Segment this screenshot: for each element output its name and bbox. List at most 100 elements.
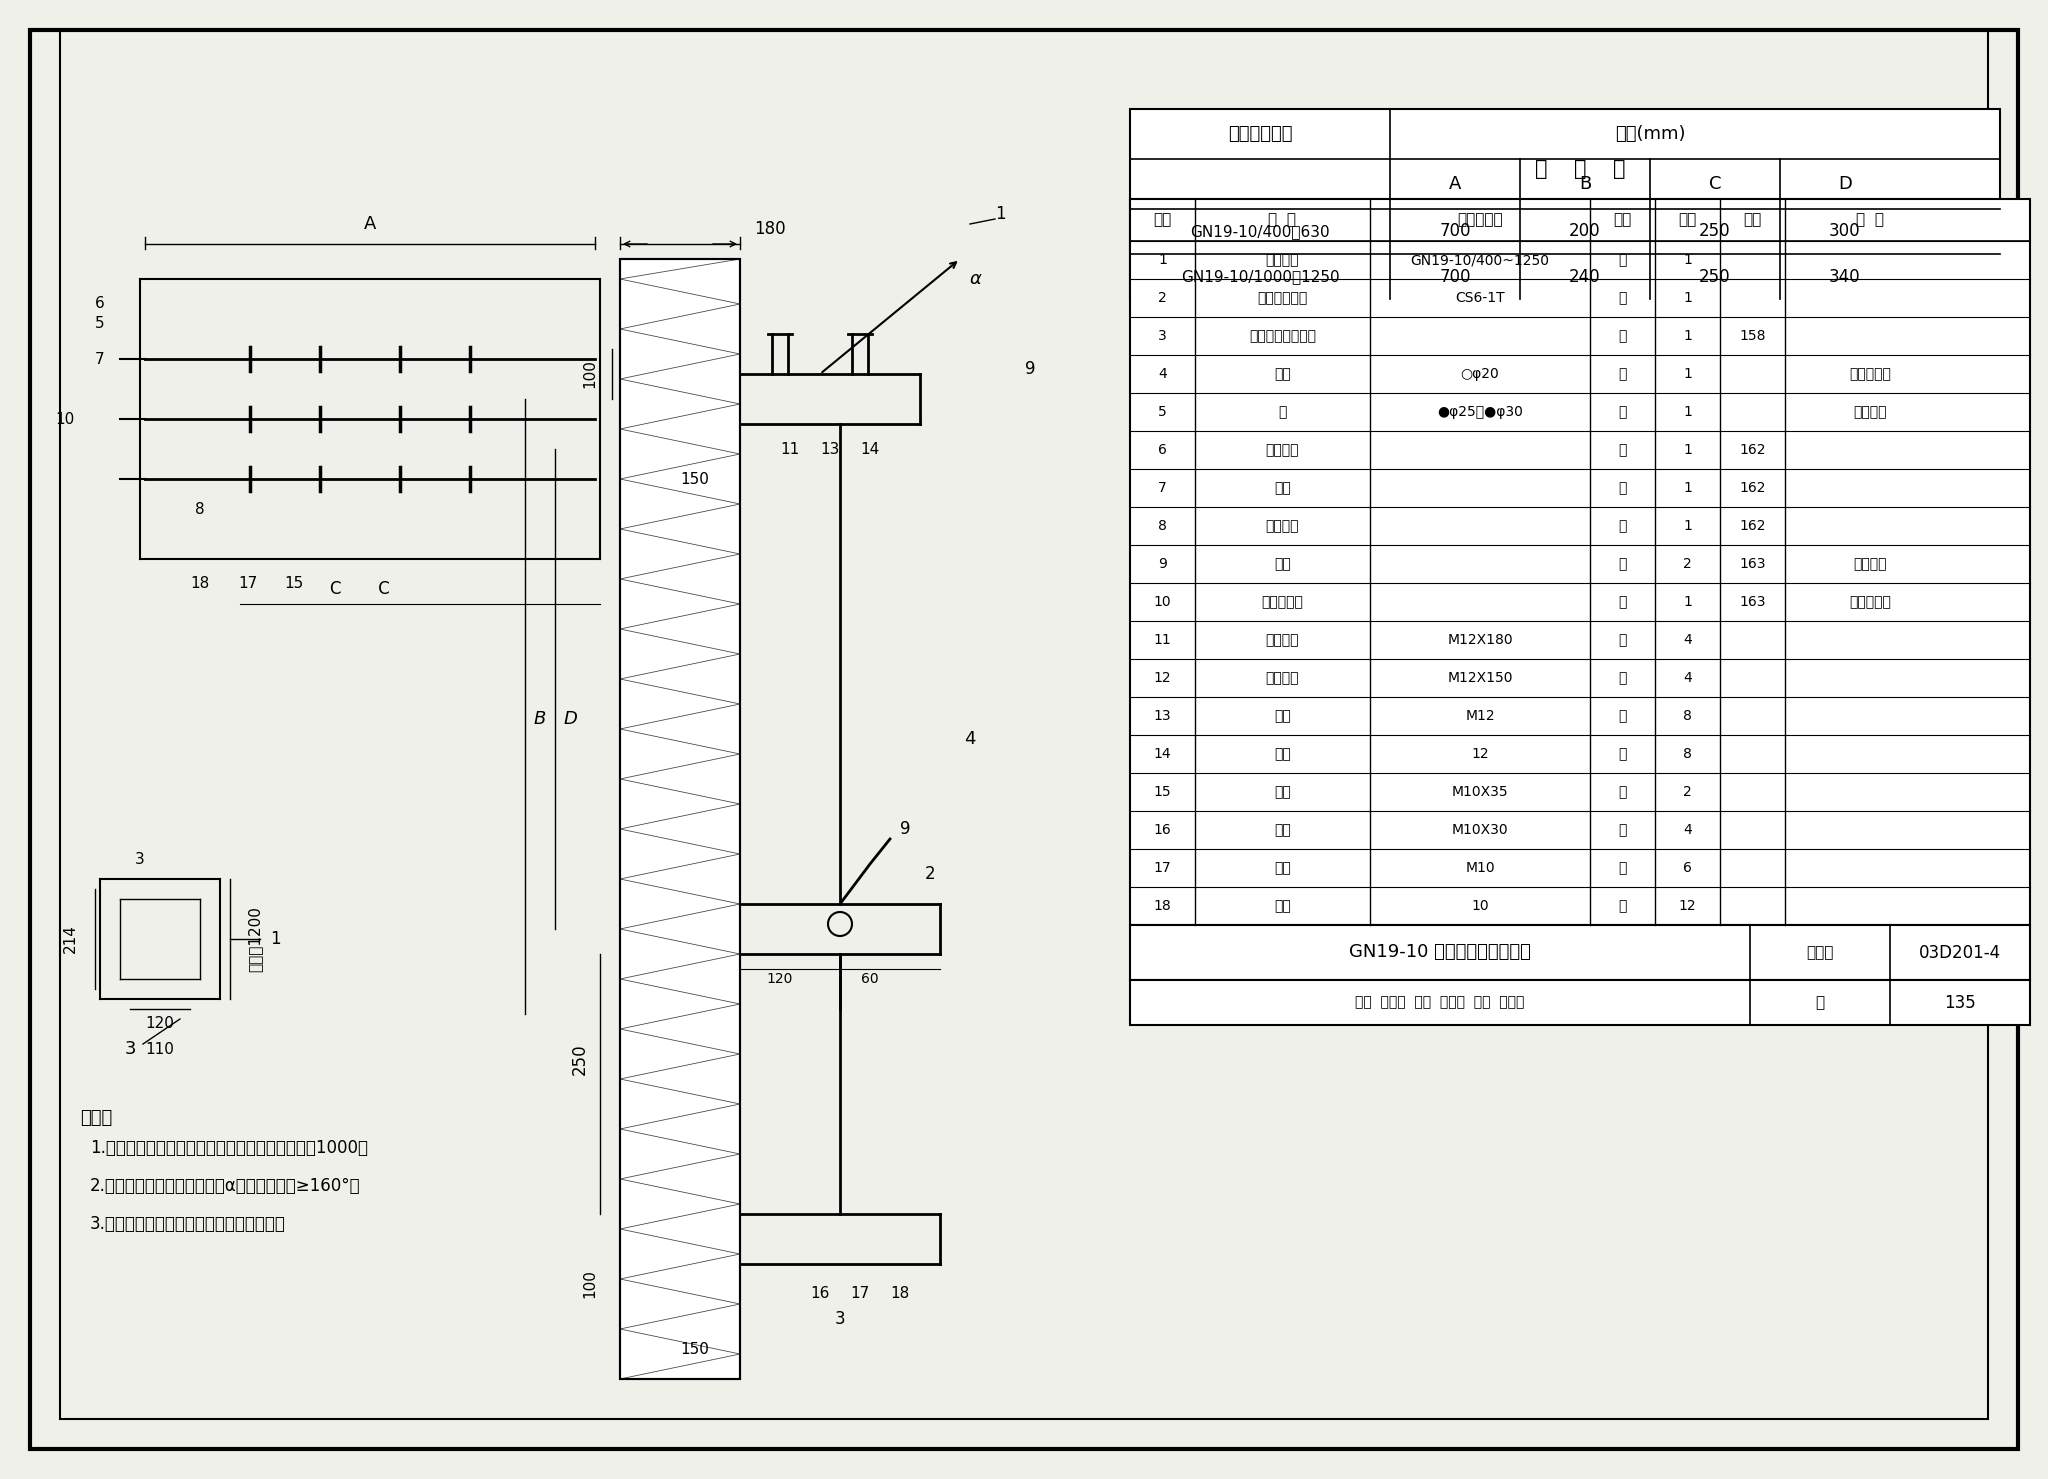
Bar xyxy=(1130,981,2030,1025)
Text: 1: 1 xyxy=(1683,595,1692,609)
Text: 9: 9 xyxy=(1157,558,1167,571)
Text: D: D xyxy=(563,710,578,728)
Text: 15: 15 xyxy=(1153,785,1171,799)
Text: 1: 1 xyxy=(1683,328,1692,343)
Text: 1: 1 xyxy=(270,930,281,948)
Text: 110: 110 xyxy=(145,1041,174,1056)
Text: 15: 15 xyxy=(285,577,303,592)
Text: A: A xyxy=(365,214,377,234)
Text: 2.隔离开关刀片打开时，角度α应使开口角度≥160°。: 2.隔离开关刀片打开时，角度α应使开口角度≥160°。 xyxy=(90,1177,360,1195)
Text: 说明：: 说明： xyxy=(80,1109,113,1127)
Text: 数量: 数量 xyxy=(1679,213,1696,228)
Text: 300: 300 xyxy=(1829,222,1862,241)
Text: 2: 2 xyxy=(1157,291,1167,305)
Text: 12: 12 xyxy=(1679,899,1696,913)
Text: B: B xyxy=(535,710,547,728)
Text: 7: 7 xyxy=(94,352,104,367)
Text: B: B xyxy=(1579,175,1591,192)
Bar xyxy=(1130,200,2030,924)
Text: 4: 4 xyxy=(1683,822,1692,837)
Text: 螺母: 螺母 xyxy=(1274,861,1290,876)
Text: 11: 11 xyxy=(1153,633,1171,646)
Text: 审核  香榭祥  校对  王西东  设计  沙令轴: 审核 香榭祥 校对 王西东 设计 沙令轴 xyxy=(1356,995,1524,1010)
Text: 7: 7 xyxy=(1157,481,1167,495)
Text: 120: 120 xyxy=(766,972,793,986)
Text: GN19-10 隔离开关在墙上安装: GN19-10 隔离开关在墙上安装 xyxy=(1350,944,1532,961)
Text: C: C xyxy=(1708,175,1720,192)
Text: 螺栓: 螺栓 xyxy=(1274,785,1290,799)
Bar xyxy=(621,259,739,1378)
Text: 隔离开关型号: 隔离开关型号 xyxy=(1227,126,1292,143)
Text: 162: 162 xyxy=(1739,519,1765,532)
Text: 17: 17 xyxy=(238,577,258,592)
Text: 3: 3 xyxy=(836,1310,846,1328)
Text: 1: 1 xyxy=(1683,481,1692,495)
Text: 明    细    表: 明 细 表 xyxy=(1534,160,1626,179)
Text: 214: 214 xyxy=(63,924,78,954)
Text: 序号: 序号 xyxy=(1153,213,1171,228)
Text: M12X150: M12X150 xyxy=(1448,671,1513,685)
Text: 4: 4 xyxy=(1683,633,1692,646)
Text: 3: 3 xyxy=(1157,328,1167,343)
Text: 2: 2 xyxy=(1683,558,1692,571)
Text: M10X35: M10X35 xyxy=(1452,785,1507,799)
Text: 1: 1 xyxy=(1683,253,1692,268)
Text: 16: 16 xyxy=(811,1287,829,1302)
Text: 200: 200 xyxy=(1569,222,1602,241)
Text: 700: 700 xyxy=(1440,268,1470,285)
Text: 6: 6 xyxy=(1157,444,1167,457)
Text: 162: 162 xyxy=(1739,444,1765,457)
Text: 2: 2 xyxy=(926,865,936,883)
Text: 1: 1 xyxy=(1683,367,1692,382)
Text: 8: 8 xyxy=(1157,519,1167,532)
Text: 13: 13 xyxy=(1153,708,1171,723)
Text: 12: 12 xyxy=(1470,747,1489,762)
Text: 100: 100 xyxy=(582,359,598,389)
Text: 个: 个 xyxy=(1618,633,1626,646)
Text: 13: 13 xyxy=(821,442,840,457)
Text: 轴连接套: 轴连接套 xyxy=(1266,444,1298,457)
Text: 个: 个 xyxy=(1618,558,1626,571)
Text: 10: 10 xyxy=(1153,595,1171,609)
Text: 根: 根 xyxy=(1618,519,1626,532)
Text: 根: 根 xyxy=(1618,444,1626,457)
Text: M10X30: M10X30 xyxy=(1452,822,1507,837)
Text: 180: 180 xyxy=(754,220,786,238)
Text: ○φ20: ○φ20 xyxy=(1460,367,1499,382)
Text: 150: 150 xyxy=(680,472,709,487)
Text: 根: 根 xyxy=(1618,405,1626,419)
Text: 个: 个 xyxy=(1618,595,1626,609)
Text: 18: 18 xyxy=(190,577,209,592)
Text: 螺母: 螺母 xyxy=(1274,708,1290,723)
Text: 4: 4 xyxy=(1157,367,1167,382)
Text: 个: 个 xyxy=(1618,747,1626,762)
Text: 轴骨: 轴骨 xyxy=(1274,558,1290,571)
Text: D: D xyxy=(1837,175,1851,192)
Text: 个: 个 xyxy=(1618,861,1626,876)
Text: 163: 163 xyxy=(1739,558,1765,571)
Text: 根: 根 xyxy=(1618,367,1626,382)
Text: GN19-10/400、630: GN19-10/400、630 xyxy=(1190,223,1329,240)
Text: 14: 14 xyxy=(860,442,881,457)
Text: 轴承支架: 轴承支架 xyxy=(1266,519,1298,532)
Text: 135: 135 xyxy=(1944,994,1976,1012)
Text: 250: 250 xyxy=(1700,222,1731,241)
Text: 6: 6 xyxy=(1683,861,1692,876)
Text: M10: M10 xyxy=(1464,861,1495,876)
Text: 型号及规格: 型号及规格 xyxy=(1458,213,1503,228)
Text: 个: 个 xyxy=(1618,822,1626,837)
Text: GN19-10/400~1250: GN19-10/400~1250 xyxy=(1411,253,1550,268)
Text: 台: 台 xyxy=(1618,291,1626,305)
Text: 9: 9 xyxy=(899,819,909,839)
Text: 2: 2 xyxy=(1683,785,1692,799)
Text: 图集号: 图集号 xyxy=(1806,945,1833,960)
Text: 03D201-4: 03D201-4 xyxy=(1919,944,2001,961)
Text: 1: 1 xyxy=(1683,405,1692,419)
Text: 开尾螺栓: 开尾螺栓 xyxy=(1266,671,1298,685)
Text: 12: 12 xyxy=(1153,671,1171,685)
Text: 4: 4 xyxy=(1683,671,1692,685)
Text: 3.操作机构也可以安装在隔离开关的左侧。: 3.操作机构也可以安装在隔离开关的左侧。 xyxy=(90,1216,287,1233)
Text: 10: 10 xyxy=(55,411,74,426)
Text: M12X180: M12X180 xyxy=(1448,633,1513,646)
Text: 1: 1 xyxy=(1683,444,1692,457)
